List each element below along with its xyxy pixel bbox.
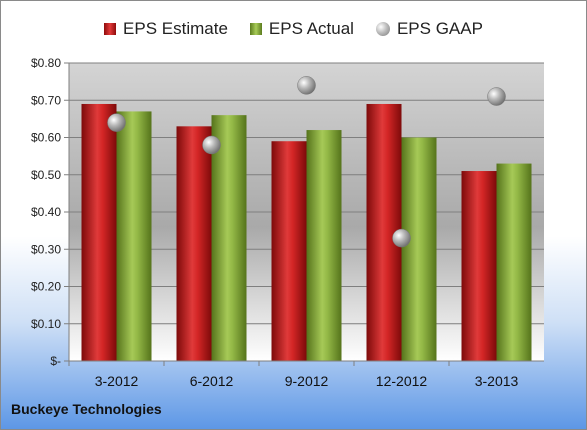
- y-tick-label: $-: [50, 354, 61, 368]
- legend-label-gaap: EPS GAAP: [396, 19, 483, 38]
- y-tick-label: $0.10: [31, 317, 61, 331]
- point-eps-gaap: [107, 113, 126, 132]
- y-tick-label: $0.50: [31, 168, 61, 182]
- x-tick-label: 3-2012: [95, 373, 139, 389]
- y-tick-label: $0.30: [31, 242, 61, 256]
- bar-eps-actual: [116, 111, 152, 361]
- legend-label-estimate: EPS Estimate: [123, 19, 228, 38]
- bar-eps-estimate: [176, 126, 212, 361]
- bar-eps-estimate: [271, 141, 307, 361]
- x-tick-label: 6-2012: [190, 373, 234, 389]
- legend-item-estimate: EPS Estimate: [104, 19, 228, 39]
- legend-item-gaap: EPS GAAP: [375, 19, 483, 39]
- y-tick-label: $0.40: [31, 205, 61, 219]
- bar-eps-estimate: [461, 171, 497, 361]
- bar-eps-actual: [211, 115, 247, 362]
- legend-swatch-gaap: [375, 22, 390, 36]
- y-tick-label: $0.70: [31, 93, 61, 107]
- legend-swatch-estimate: [104, 23, 117, 35]
- legend: EPS Estimate EPS Actual EPS GAAP: [1, 15, 586, 43]
- y-tick-label: $0.60: [31, 131, 61, 145]
- company-name: Buckeye Technologies: [11, 401, 162, 417]
- bar-eps-actual: [496, 163, 532, 361]
- x-tick-label: 12-2012: [376, 373, 428, 389]
- y-tick-label: $0.20: [31, 280, 61, 294]
- bar-eps-actual: [306, 130, 342, 361]
- legend-item-actual: EPS Actual: [249, 19, 354, 39]
- point-eps-gaap: [392, 228, 411, 248]
- legend-label-actual: EPS Actual: [268, 19, 354, 38]
- bar-eps-estimate: [81, 103, 117, 361]
- point-eps-gaap: [487, 87, 506, 106]
- point-eps-gaap: [202, 135, 221, 155]
- x-tick-label: 9-2012: [285, 373, 329, 389]
- bar-eps-actual: [401, 137, 437, 361]
- x-tick-label: 3-2013: [475, 373, 519, 389]
- y-tick-label: $0.80: [31, 56, 61, 70]
- legend-swatch-actual: [249, 23, 262, 35]
- point-eps-gaap: [297, 76, 316, 95]
